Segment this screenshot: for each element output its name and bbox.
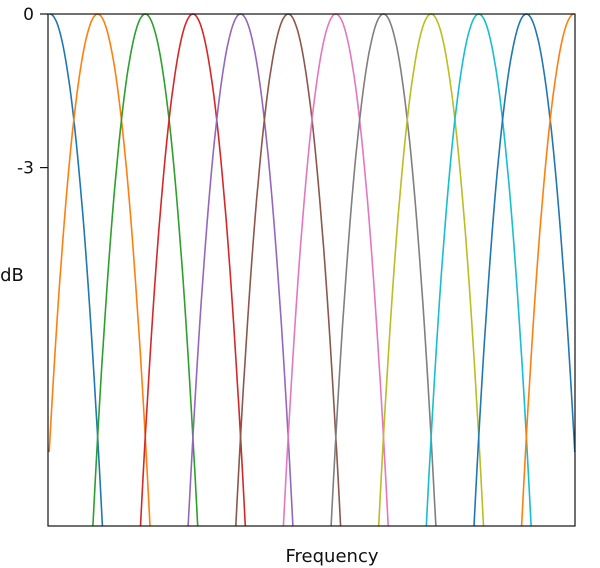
y-tick-label-1: 0	[23, 5, 34, 25]
series-layer	[48, 13, 576, 527]
plot-frame	[47, 13, 576, 527]
band-filter-curve-12	[520, 13, 575, 527]
y-axis-label: dB	[0, 265, 24, 286]
band-filter-curve-1	[49, 13, 104, 527]
y-tick-layer: 0 -3	[17, 5, 48, 179]
x-axis-label: Frequency	[286, 546, 379, 567]
band-filter-curve-11	[473, 13, 576, 527]
band-filter-curve-2	[48, 13, 151, 527]
y-tick-label-2: -3	[17, 159, 34, 179]
